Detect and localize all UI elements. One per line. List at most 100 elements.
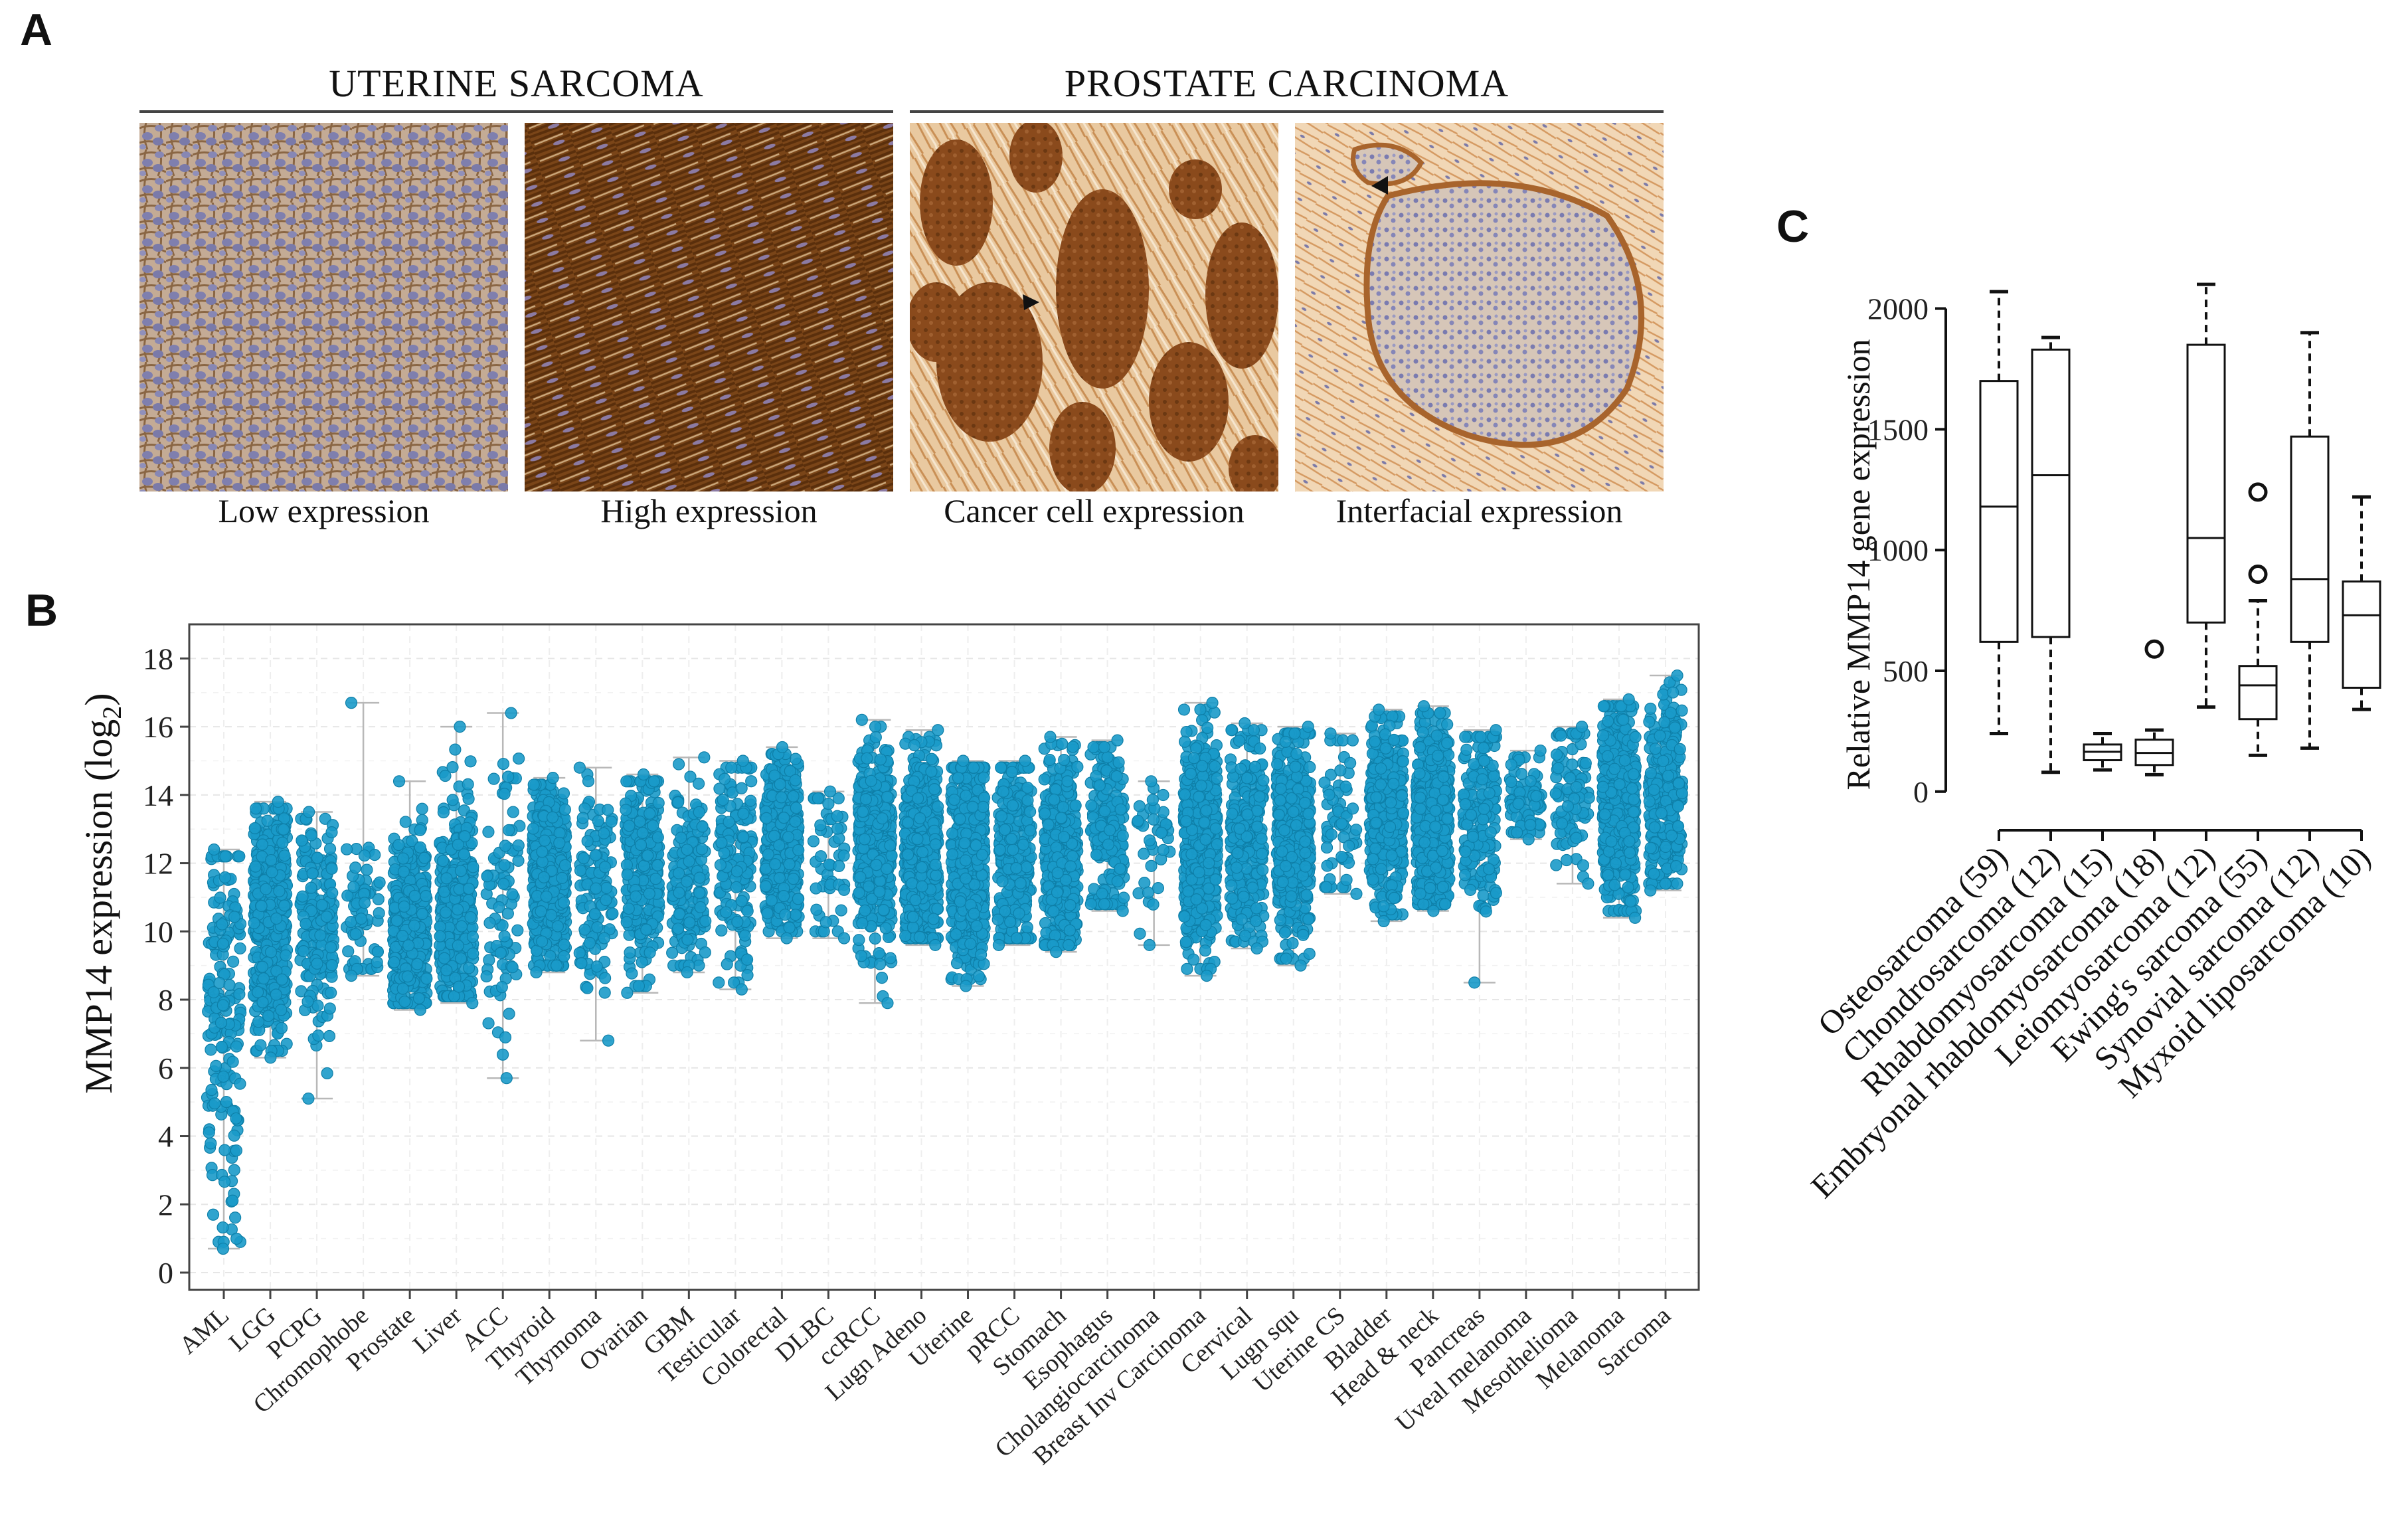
- chart-b-point: [321, 1067, 333, 1080]
- chart-b-point: [642, 849, 654, 862]
- chart-b-point: [275, 1004, 288, 1016]
- chart-b-point: [265, 853, 278, 867]
- chart-b-point: [361, 863, 373, 876]
- chart-b-point: [205, 1137, 217, 1150]
- chart-b-point: [741, 969, 754, 982]
- chart-b-point: [638, 859, 650, 872]
- chart-b-point: [930, 869, 942, 881]
- chart-b-point: [390, 915, 403, 927]
- chart-b-point: [673, 758, 685, 770]
- chart-b-point: [233, 988, 246, 1000]
- chart-b-point: [759, 880, 772, 893]
- chart-b-point: [466, 931, 479, 943]
- chart-b-point: [600, 893, 612, 907]
- chart-b-point: [744, 794, 757, 807]
- chart-b-point: [392, 775, 406, 788]
- chart-b-point: [807, 835, 820, 848]
- chart-b-point: [498, 788, 511, 800]
- chart-b-point: [373, 876, 386, 889]
- chart-b-point: [683, 855, 695, 868]
- chart-b-point: [420, 972, 433, 985]
- chart-b-point: [454, 865, 468, 877]
- chart-b-point: [402, 939, 415, 952]
- chart-b-point: [915, 861, 928, 873]
- chart-b-point: [789, 815, 802, 828]
- chart-b-point: [233, 850, 246, 863]
- chart-b-point: [296, 890, 309, 903]
- chart-b-point: [589, 849, 602, 861]
- chart-b-point: [877, 904, 890, 917]
- chart-b-point: [622, 902, 635, 915]
- chart-b-point: [325, 826, 338, 839]
- chart-b-point: [884, 952, 897, 964]
- chart-b-point: [500, 1072, 513, 1085]
- chart-b-point: [260, 883, 272, 895]
- chart-b-point: [717, 794, 729, 806]
- chart-b-point: [230, 1112, 242, 1125]
- chart-b-point: [498, 859, 511, 871]
- chart-b-point: [620, 916, 633, 929]
- chart-b-point: [623, 820, 636, 832]
- chart-b-point: [928, 783, 941, 796]
- chart-b-point: [598, 986, 611, 999]
- chart-b-point: [822, 798, 835, 810]
- chart-b-point: [675, 832, 687, 844]
- chart-b-point: [464, 755, 477, 768]
- chart-b-point: [217, 1070, 230, 1083]
- chart-b-point: [810, 903, 823, 916]
- chart-b-point: [859, 793, 872, 806]
- chart-b-point: [902, 848, 914, 861]
- chart-b-point: [312, 1029, 325, 1042]
- chart-b-point: [207, 1208, 220, 1221]
- chart-b-point: [388, 956, 400, 968]
- chart-b-point: [234, 942, 246, 955]
- chart-b-point: [440, 964, 453, 976]
- chart-b-point: [456, 920, 468, 933]
- chart-b-point: [773, 839, 786, 851]
- chart-b-point: [557, 787, 570, 800]
- panel-b-label: B: [25, 585, 58, 636]
- chart-b-point: [559, 859, 572, 871]
- chart-b-point: [401, 970, 414, 983]
- chart-b-point: [414, 824, 426, 836]
- chart-b-point: [210, 1059, 222, 1072]
- chart-b-point: [229, 1211, 242, 1224]
- chart-b-point: [602, 1034, 615, 1047]
- caption-cancer-cell-expression: Cancer cell expression: [944, 492, 1245, 529]
- chart-b-point: [255, 899, 268, 913]
- chart-b-point: [325, 959, 338, 972]
- chart-b-point: [598, 972, 612, 984]
- chart-b-point: [203, 1126, 215, 1139]
- chart-b-point: [790, 802, 802, 814]
- micrograph-uterine-low: [139, 123, 508, 492]
- chart-b-point: [651, 831, 664, 844]
- chart-b-point: [494, 946, 507, 959]
- group-divider-uterine: [139, 110, 893, 113]
- chart-b-point: [624, 946, 636, 959]
- chart-b-point: [715, 836, 728, 849]
- chart-b-point: [737, 831, 750, 844]
- chart-b-point: [741, 905, 754, 917]
- chart-b-point: [512, 854, 525, 867]
- chart-b-point: [672, 923, 685, 935]
- chart-b-point: [452, 903, 464, 916]
- chart-b-point: [792, 844, 805, 857]
- chart-b-point: [736, 755, 749, 767]
- chart-b-point: [416, 907, 429, 921]
- chart-b-point: [396, 982, 409, 995]
- chart-b-point: [538, 834, 551, 847]
- chart-b-point: [637, 768, 650, 781]
- chart-b-point: [925, 765, 938, 778]
- chart-b-point: [699, 915, 712, 927]
- chart-b-point: [325, 862, 338, 875]
- chart-b-point: [762, 848, 774, 861]
- chart-b-point: [452, 980, 466, 993]
- chart-b-point: [606, 907, 619, 920]
- chart-b-point: [837, 850, 850, 862]
- chart-b-point: [835, 904, 847, 917]
- chart-b-point: [776, 741, 789, 754]
- chart-b-point: [858, 833, 871, 846]
- chart-b-point: [495, 981, 508, 994]
- chart-b-point: [792, 893, 804, 905]
- chart-b-point: [725, 761, 738, 774]
